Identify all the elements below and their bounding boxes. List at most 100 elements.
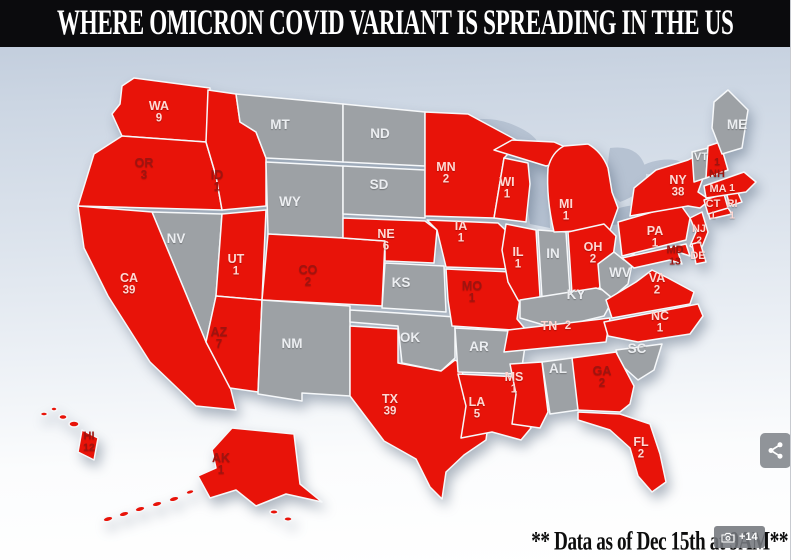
label-NH: NH bbox=[709, 168, 725, 180]
label-HI: HI bbox=[84, 430, 95, 442]
label-WI: 1 bbox=[504, 189, 511, 201]
state-OR bbox=[77, 135, 223, 211]
state-MD bbox=[621, 243, 691, 269]
label-MD: 13 bbox=[669, 256, 681, 268]
label-CA: CA bbox=[120, 271, 138, 285]
state-TX bbox=[349, 325, 491, 500]
state-WI bbox=[493, 157, 531, 223]
state-WV bbox=[597, 251, 635, 299]
label-NE: NE bbox=[377, 227, 394, 241]
label-MT: MT bbox=[270, 117, 290, 132]
state-MA bbox=[703, 171, 757, 199]
label-OR: OR bbox=[135, 156, 154, 170]
state-HI-island bbox=[68, 420, 80, 428]
state-KY bbox=[519, 287, 617, 329]
label-ND: ND bbox=[370, 126, 390, 141]
state-AK-island bbox=[151, 500, 163, 508]
label-NJ: NJ bbox=[692, 223, 706, 235]
label-NC: 1 bbox=[657, 323, 664, 335]
state-AK-island bbox=[168, 495, 180, 503]
label-MA: 1 bbox=[729, 182, 735, 194]
state-ME bbox=[711, 89, 749, 155]
state-DE bbox=[691, 241, 707, 265]
label-NJ: 2 bbox=[696, 235, 702, 247]
label-FL: 2 bbox=[638, 449, 644, 461]
label-NC: NC bbox=[651, 309, 669, 323]
label-WV: WV bbox=[609, 265, 631, 280]
label-MO: MO bbox=[462, 279, 482, 293]
share-button[interactable] bbox=[760, 433, 791, 468]
label-WA: WA bbox=[149, 99, 169, 113]
state-CA bbox=[77, 205, 237, 411]
label-NV: NV bbox=[167, 231, 186, 246]
state-HI-island bbox=[58, 413, 68, 421]
headline-bar: WHERE OMICRON COVID VARIANT IS SPREADING… bbox=[0, 0, 791, 47]
label-AL: AL bbox=[549, 361, 567, 376]
label-MD: MD bbox=[666, 244, 683, 256]
label-OR: 3 bbox=[141, 170, 147, 182]
label-MS: MS bbox=[505, 370, 524, 384]
photo-count-badge[interactable]: +14 bbox=[714, 526, 765, 548]
label-MS: 1 bbox=[511, 384, 518, 396]
label-NY: NY bbox=[669, 173, 687, 187]
label-VT: VT bbox=[694, 151, 708, 163]
label-OK: OK bbox=[400, 330, 421, 345]
label-KS: KS bbox=[392, 275, 411, 290]
label-VA: VA bbox=[649, 271, 665, 285]
label-AK: AK bbox=[212, 451, 230, 465]
label-IA: IA bbox=[455, 219, 468, 233]
label-PA: 1 bbox=[652, 238, 659, 250]
label-IL: IL bbox=[512, 245, 523, 259]
state-KS bbox=[381, 262, 447, 313]
label-HI: 12 bbox=[83, 442, 95, 454]
share-icon bbox=[768, 442, 783, 459]
label-WI: WI bbox=[499, 175, 514, 189]
state-FL bbox=[577, 411, 667, 493]
label-VA: 2 bbox=[654, 285, 660, 297]
label-AR: AR bbox=[469, 339, 489, 354]
label-CT: CT bbox=[706, 198, 721, 210]
label-AK: 1 bbox=[218, 465, 225, 477]
label-NH: 1 bbox=[714, 156, 720, 168]
label-GA: 2 bbox=[599, 378, 605, 390]
label-CO: 2 bbox=[305, 277, 311, 289]
state-AK bbox=[197, 427, 323, 507]
label-SC: SC bbox=[628, 341, 647, 356]
state-MS bbox=[509, 361, 549, 429]
label-MN: 2 bbox=[443, 174, 449, 186]
state-AK-island bbox=[134, 505, 146, 513]
label-MI: 1 bbox=[563, 211, 570, 223]
label-MI: MI bbox=[559, 197, 573, 211]
label-ID: 1 bbox=[214, 182, 221, 194]
label-RI: 1 bbox=[729, 210, 735, 222]
label-UT: UT bbox=[228, 252, 245, 266]
state-AK-island bbox=[102, 515, 114, 523]
camera-icon bbox=[721, 532, 735, 543]
state-AK-island bbox=[283, 516, 293, 522]
label-OH: OH bbox=[584, 240, 603, 254]
label-TX: TX bbox=[382, 392, 399, 406]
state-SD bbox=[342, 165, 426, 219]
label-AZ: AZ bbox=[211, 325, 228, 339]
state-NE bbox=[342, 217, 438, 264]
label-TN: TN bbox=[541, 319, 558, 333]
state-HI bbox=[77, 429, 99, 461]
label-OH: 2 bbox=[590, 254, 596, 266]
state-VA bbox=[605, 269, 695, 319]
label-AZ: 7 bbox=[216, 339, 222, 351]
state-HI-island bbox=[50, 406, 58, 412]
label-PA: PA bbox=[647, 224, 663, 238]
label-TN: 2 bbox=[565, 320, 571, 332]
state-MI bbox=[546, 143, 619, 233]
state-IN bbox=[537, 229, 571, 301]
state-AL bbox=[541, 357, 579, 415]
label-WA: 9 bbox=[156, 113, 162, 125]
state-AK-island bbox=[185, 488, 195, 496]
label-CA: 39 bbox=[123, 285, 136, 297]
label-MN: MN bbox=[436, 160, 455, 174]
label-NM: NM bbox=[282, 336, 303, 351]
label-CO: CO bbox=[299, 263, 318, 277]
